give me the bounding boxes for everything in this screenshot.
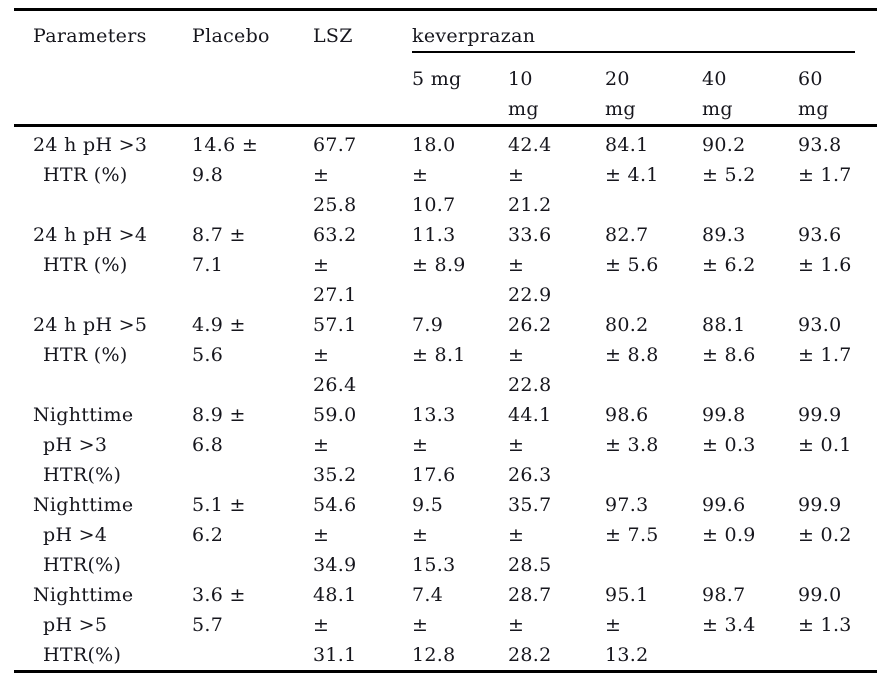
parameter-line: HTR (%) (43, 344, 128, 366)
cell-lsz: 48.1 ± 31.1 (313, 584, 357, 666)
cell-20mg: 80.2 ± 8.8 (605, 314, 659, 366)
cell-60mg: 99.0 ± 1.3 (798, 584, 852, 636)
parameter-line: Nighttime (33, 404, 134, 426)
parameter-line: pH >4 (43, 524, 108, 546)
column-header-keverprazan-group: keverprazan (412, 25, 536, 47)
cell-5mg: 13.3 ± 17.6 (412, 404, 456, 486)
column-header-10mg: 10 mg (508, 68, 539, 120)
row-parameter: Nighttime pH >3 HTR(%) (14, 400, 192, 490)
cell-40mg: 88.1 ± 8.6 (702, 314, 756, 366)
column-header-40mg: 40 mg (702, 68, 733, 120)
cell-lsz: 63.2 ± 27.1 (313, 224, 357, 306)
table-bottom-rule (14, 670, 877, 673)
cell-40mg: 90.2 ± 5.2 (702, 134, 756, 186)
table-subheader-row: 5 mg 10 mg 20 mg 40 mg 60 mg (14, 53, 877, 124)
table-row-24h-ph5: 24 h pH >5 HTR (%) 4.9 ± 5.6 57.1 ± 26.4… (14, 310, 877, 400)
cell-10mg: 33.6 ± 22.9 (508, 224, 552, 306)
cell-5mg: 11.3 ± 8.9 (412, 224, 466, 276)
row-parameter: Nighttime pH >4 HTR(%) (14, 490, 192, 580)
parameter-line: 24 h pH >5 (33, 314, 148, 336)
cell-placebo: 3.6 ± 5.7 (192, 584, 246, 636)
parameter-line: HTR(%) (43, 644, 122, 666)
row-parameter: 24 h pH >4 HTR (%) (14, 220, 192, 310)
cell-10mg: 44.1 ± 26.3 (508, 404, 552, 486)
parameter-line: HTR (%) (43, 164, 128, 186)
keverprazan-group-rule (412, 51, 855, 53)
cell-10mg: 42.4 ± 21.2 (508, 134, 552, 216)
table-body: 24 h pH >3 HTR (%) 14.6 ± 9.8 67.7 ± 25.… (14, 127, 877, 670)
results-table: Parameters Placebo LSZ keverprazan 5 mg … (14, 8, 877, 673)
column-header-placebo: Placebo (192, 25, 270, 47)
cell-5mg: 9.5 ± 15.3 (412, 494, 456, 576)
cell-60mg: 99.9 ± 0.2 (798, 494, 852, 546)
parameter-line: HTR(%) (43, 554, 122, 576)
column-header-5mg: 5 mg (412, 68, 462, 90)
cell-10mg: 28.7 ± 28.2 (508, 584, 552, 666)
cell-40mg: 99.8 ± 0.3 (702, 404, 756, 456)
column-header-parameters: Parameters (33, 25, 147, 47)
cell-10mg: 35.7 ± 28.5 (508, 494, 552, 576)
cell-placebo: 5.1 ± 6.2 (192, 494, 246, 546)
table-header-row: Parameters Placebo LSZ keverprazan (14, 11, 877, 51)
parameter-line (33, 280, 192, 310)
cell-20mg: 84.1 ± 4.1 (605, 134, 659, 186)
parameter-line: HTR(%) (43, 464, 122, 486)
cell-lsz: 57.1 ± 26.4 (313, 314, 357, 396)
cell-lsz: 54.6 ± 34.9 (313, 494, 357, 576)
cell-40mg: 89.3 ± 6.2 (702, 224, 756, 276)
parameter-line: HTR (%) (43, 254, 128, 276)
cell-5mg: 7.4 ± 12.8 (412, 584, 456, 666)
parameter-line: Nighttime (33, 584, 134, 606)
cell-60mg: 93.8 ± 1.7 (798, 134, 852, 186)
cell-20mg: 97.3 ± 7.5 (605, 494, 659, 546)
parameter-line: pH >3 (43, 434, 108, 456)
parameter-line (33, 370, 192, 400)
cell-40mg: 98.7 ± 3.4 (702, 584, 756, 636)
row-parameter: Nighttime pH >5 HTR(%) (14, 580, 192, 670)
row-parameter: 24 h pH >3 HTR (%) (14, 130, 192, 220)
parameter-line: 24 h pH >4 (33, 224, 148, 246)
cell-10mg: 26.2 ± 22.8 (508, 314, 552, 396)
column-header-lsz: LSZ (313, 25, 353, 47)
cell-20mg: 82.7 ± 5.6 (605, 224, 659, 276)
cell-60mg: 99.9 ± 0.1 (798, 404, 852, 456)
column-header-60mg: 60 mg (798, 68, 829, 120)
cell-5mg: 18.0 ± 10.7 (412, 134, 456, 216)
cell-placebo: 8.7 ± 7.1 (192, 224, 246, 276)
table-row-24h-ph3: 24 h pH >3 HTR (%) 14.6 ± 9.8 67.7 ± 25.… (14, 130, 877, 220)
parameter-line (33, 190, 192, 220)
cell-20mg: 98.6 ± 3.8 (605, 404, 659, 456)
cell-lsz: 59.0 ± 35.2 (313, 404, 357, 486)
parameter-line: Nighttime (33, 494, 134, 516)
table-top-rule (14, 8, 877, 11)
header-bottom-rule (14, 124, 877, 127)
cell-20mg: 95.1 ± 13.2 (605, 584, 649, 666)
cell-40mg: 99.6 ± 0.9 (702, 494, 756, 546)
cell-placebo: 4.9 ± 5.6 (192, 314, 246, 366)
cell-placebo: 8.9 ± 6.8 (192, 404, 246, 456)
cell-lsz: 67.7 ± 25.8 (313, 134, 357, 216)
parameter-line: pH >5 (43, 614, 108, 636)
table-row-24h-ph4: 24 h pH >4 HTR (%) 8.7 ± 7.1 63.2 ± 27.1… (14, 220, 877, 310)
cell-60mg: 93.6 ± 1.6 (798, 224, 852, 276)
cell-5mg: 7.9 ± 8.1 (412, 314, 466, 366)
column-header-20mg: 20 mg (605, 68, 636, 120)
table-row-night-ph3: Nighttime pH >3 HTR(%) 8.9 ± 6.8 59.0 ± … (14, 400, 877, 490)
table-row-night-ph4: Nighttime pH >4 HTR(%) 5.1 ± 6.2 54.6 ± … (14, 490, 877, 580)
row-parameter: 24 h pH >5 HTR (%) (14, 310, 192, 400)
parameter-line: 24 h pH >3 (33, 134, 148, 156)
cell-placebo: 14.6 ± 9.8 (192, 134, 259, 186)
table-row-night-ph5: Nighttime pH >5 HTR(%) 3.6 ± 5.7 48.1 ± … (14, 580, 877, 670)
cell-60mg: 93.0 ± 1.7 (798, 314, 852, 366)
